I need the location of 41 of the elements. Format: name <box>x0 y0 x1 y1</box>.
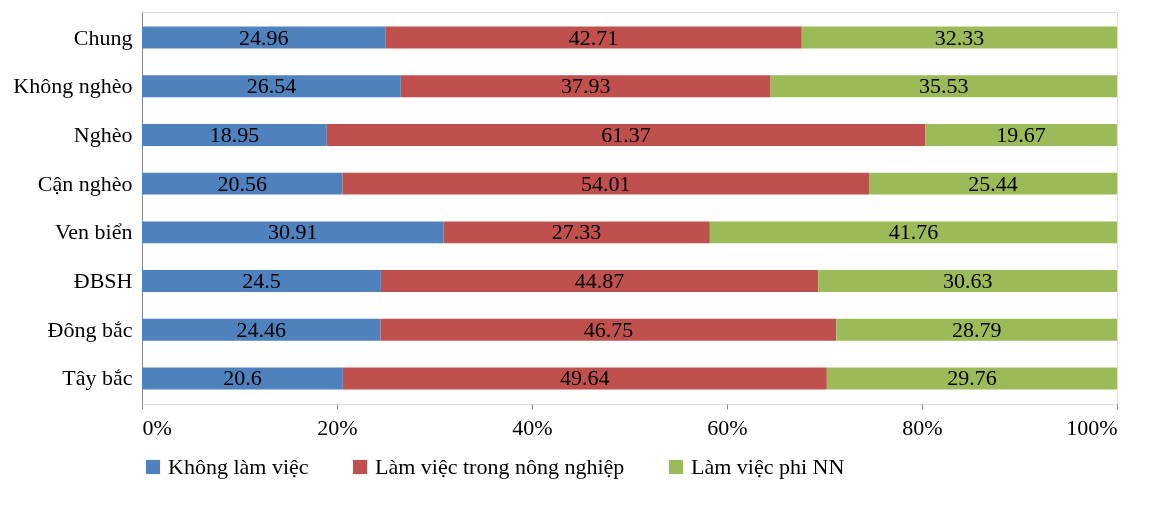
legend-label: Làm việc trong nông nghiệp <box>375 454 625 479</box>
data-label: 61.37 <box>601 121 651 147</box>
data-label: 30.63 <box>942 268 993 294</box>
data-label: 26.54 <box>246 73 297 99</box>
data-label: 54.01 <box>581 170 631 196</box>
data-label: 28.79 <box>951 316 1002 342</box>
data-label: 37.93 <box>560 73 611 99</box>
data-label: 32.33 <box>934 24 985 50</box>
legend-label: Không làm việc <box>168 454 309 479</box>
y-tick-label: Ven biển <box>54 219 133 245</box>
x-tick-label: 100% <box>1066 414 1118 440</box>
data-label: 24.5 <box>242 268 281 294</box>
data-label: 27.33 <box>551 219 602 245</box>
data-label: 20.6 <box>223 365 262 391</box>
data-label: 41.76 <box>888 219 939 245</box>
data-label: 18.95 <box>209 121 260 147</box>
data-label: 35.53 <box>919 73 969 99</box>
x-tick-label: 0% <box>142 414 172 440</box>
y-tick-label: ĐBSH <box>73 268 133 294</box>
x-tick-label: 80% <box>902 414 943 440</box>
data-label: 24.96 <box>238 24 289 50</box>
data-label: 20.56 <box>217 170 267 196</box>
data-label: 44.87 <box>574 268 625 294</box>
y-tick-label: Không nghèo <box>13 73 133 99</box>
x-tick-label: 60% <box>707 414 748 440</box>
x-tick-label: 20% <box>317 414 358 440</box>
y-tick-label: Cận nghèo <box>37 170 133 196</box>
y-tick-label: Nghèo <box>73 121 133 147</box>
data-label: 42.71 <box>568 24 619 50</box>
data-label: 19.67 <box>996 121 1046 147</box>
data-label: 46.75 <box>583 316 634 342</box>
data-label: 29.76 <box>947 365 997 391</box>
y-tick-label: Tây bắc <box>62 365 133 391</box>
data-label: 25.44 <box>968 170 1018 196</box>
data-label: 49.64 <box>560 365 610 391</box>
legend-label: Làm việc phi NN <box>691 454 845 479</box>
y-tick-label: Chung <box>73 24 133 50</box>
x-tick-label: 40% <box>512 414 553 440</box>
data-label: 30.91 <box>267 219 318 245</box>
data-label: 24.46 <box>236 316 286 342</box>
y-tick-label: Đông bắc <box>47 316 133 342</box>
